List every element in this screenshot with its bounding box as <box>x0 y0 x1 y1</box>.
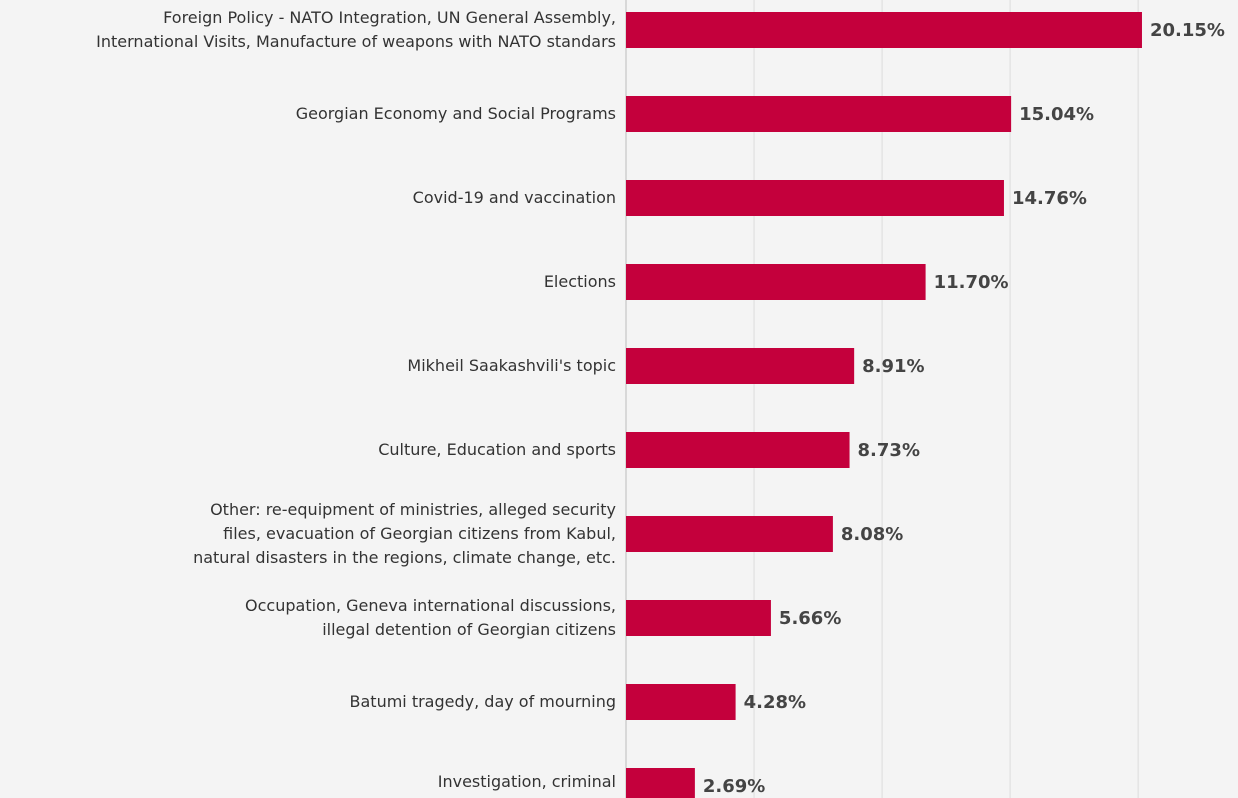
category-label: Foreign Policy - NATO Integration, UN Ge… <box>96 8 616 51</box>
bar <box>626 600 771 636</box>
value-label: 8.91% <box>862 356 924 377</box>
category-label: Occupation, Geneva international discuss… <box>245 596 616 639</box>
value-label: 15.04% <box>1019 104 1094 125</box>
value-label: 5.66% <box>779 608 841 629</box>
category-label: Culture, Education and sports <box>378 440 616 459</box>
bar <box>626 12 1142 48</box>
value-label: 4.28% <box>744 692 806 713</box>
bar <box>626 96 1012 132</box>
value-label: 8.73% <box>858 440 920 461</box>
category-label: Mikheil Saakashvili's topic <box>407 356 616 375</box>
bar <box>626 180 1004 216</box>
bar <box>626 264 926 300</box>
category-label: Batumi tragedy, day of mourning <box>349 692 616 711</box>
bar <box>626 348 855 384</box>
bar <box>626 516 833 552</box>
category-label: Investigation, criminal <box>437 772 616 791</box>
bar <box>626 684 736 720</box>
value-label: 20.15% <box>1150 20 1225 41</box>
bar <box>626 768 695 798</box>
category-label: Covid-19 and vaccination <box>412 188 616 207</box>
value-label: 11.70% <box>934 272 1009 293</box>
category-label: Georgian Economy and Social Programs <box>295 104 616 123</box>
category-label: Elections <box>543 272 616 291</box>
value-label: 2.69% <box>703 776 765 797</box>
category-label: Other: re-equipment of ministries, alleg… <box>193 500 616 567</box>
value-label: 14.76% <box>1012 188 1087 209</box>
bar <box>626 432 850 468</box>
value-label: 8.08% <box>841 524 903 545</box>
